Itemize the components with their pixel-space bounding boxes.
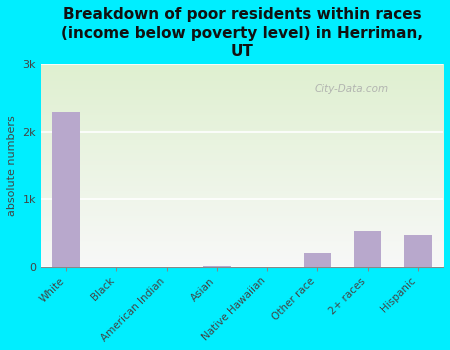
Bar bbox=[203, 266, 231, 267]
Bar bbox=[52, 112, 80, 267]
Bar bbox=[354, 231, 382, 267]
Title: Breakdown of poor residents within races
(income below poverty level) in Herrima: Breakdown of poor residents within races… bbox=[61, 7, 423, 59]
Bar bbox=[404, 235, 432, 267]
Text: City-Data.com: City-Data.com bbox=[315, 84, 388, 94]
Bar bbox=[304, 253, 331, 267]
Y-axis label: absolute numbers: absolute numbers bbox=[7, 115, 17, 216]
